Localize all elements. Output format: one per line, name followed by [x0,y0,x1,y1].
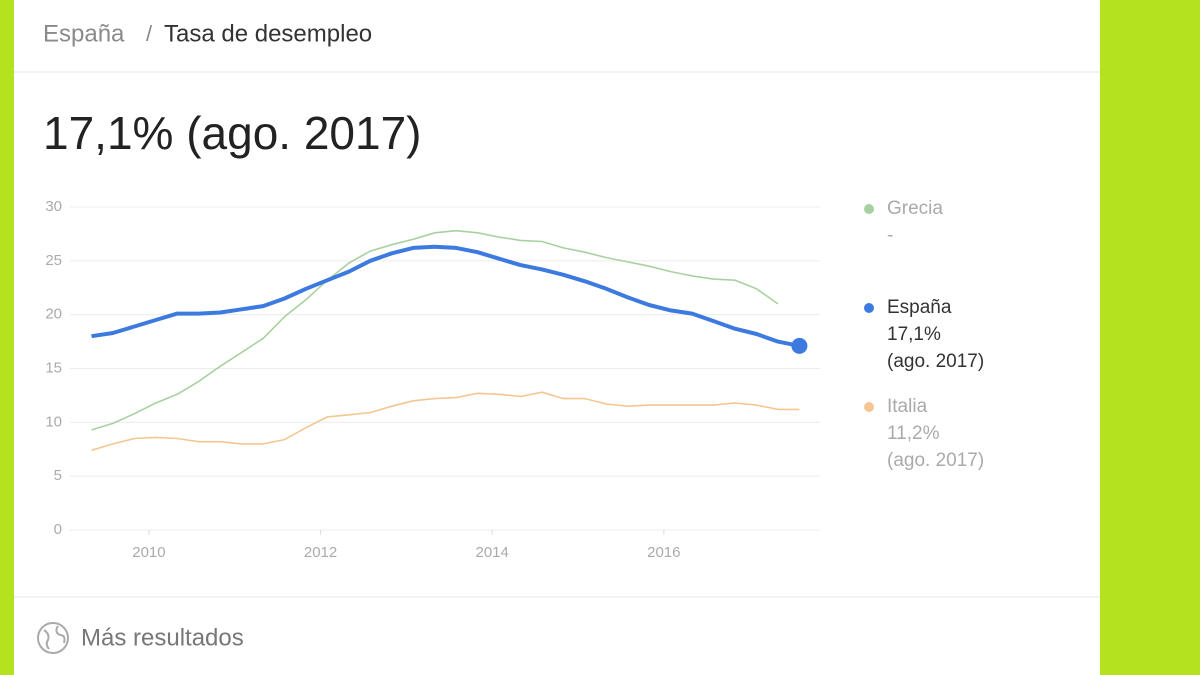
y-tick-label: 30 [45,198,62,215]
legend-value: - [887,225,893,246]
legend-dot [864,303,874,313]
y-tick-label: 10 [45,413,62,430]
legend-date: (ago. 2017) [887,450,984,471]
latest-point [791,337,808,354]
x-tick-label: 2010 [132,544,165,561]
legend: Grecia - España 17,1% (ago. 2017) Italia 11,2%… [864,198,984,471]
series-line [91,244,800,348]
y-tick-label: 5 [54,467,62,484]
series-line [91,391,800,452]
x-tick-label: 2012 [304,544,337,561]
more-results-link[interactable]: Más resultados [81,624,244,651]
series-line [91,229,779,431]
y-tick-label: 15 [45,359,62,376]
y-tick-label: 0 [54,521,62,538]
breadcrumb-link[interactable]: España [43,20,125,47]
legend-value: 11,2% [887,423,940,444]
globe-land [43,625,66,650]
x-tick-label: 2014 [476,544,509,561]
x-tick-label: 2016 [647,544,680,561]
breadcrumb-current: Tasa de desempleo [164,20,372,47]
legend-value: 17,1% [887,324,941,345]
breadcrumb-separator: / [146,21,153,46]
headline: 17,1% (ago. 2017) [43,107,422,159]
plot: 0 5 10 15 20 25 30 2010 2012 2014 2016 [45,198,820,561]
legend-date: (ago. 2017) [887,351,984,372]
globe-icon[interactable] [37,622,69,654]
legend-dot [864,204,874,214]
globe-circle [37,622,69,654]
y-tick-label: 25 [45,252,62,269]
legend-name: España [887,297,952,318]
y-tick-label: 20 [45,306,62,323]
legend-dot [864,402,874,412]
legend-name: Grecia [887,198,943,219]
card [14,0,1100,675]
legend-name: Italia [887,396,928,417]
